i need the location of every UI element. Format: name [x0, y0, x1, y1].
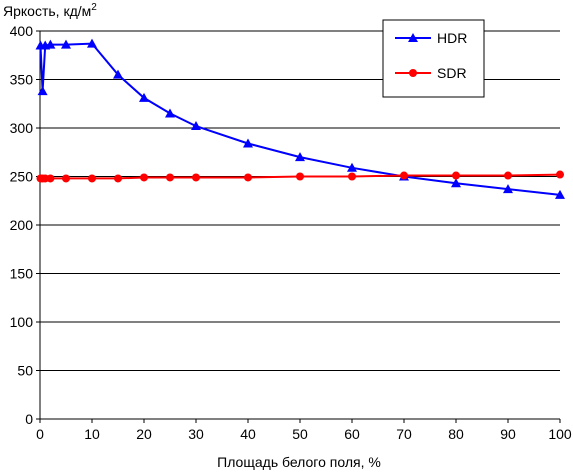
hdr-data-point: [165, 108, 175, 118]
legend-marker-hdr: [408, 33, 418, 42]
hdr-data-point: [555, 189, 565, 199]
hdr-data-point: [87, 38, 97, 48]
x-tick-label: 70: [396, 426, 412, 442]
y-tick-label: 100: [10, 314, 34, 330]
hdr-data-point: [295, 152, 305, 162]
tick-labels: 0 50 100 150 200 250 300 350 400 0 10 20 30 40 50 60 70 8…: [10, 23, 572, 442]
y-tick-label: 400: [10, 23, 34, 39]
x-tick-label: 100: [548, 426, 572, 442]
sdr-data-point: [62, 174, 70, 183]
sdr-data-point: [556, 170, 564, 179]
y-tick-label: 150: [10, 266, 34, 282]
hdr-data-point: [113, 69, 123, 79]
x-axis-title: Площадь белого поля, %: [217, 454, 381, 470]
legend-item-hdr: HDR: [395, 30, 467, 46]
y-tick-label: 50: [17, 363, 33, 379]
sdr-data-point: [192, 173, 200, 182]
y-tick-label: 250: [10, 169, 34, 185]
sdr-data-point: [46, 174, 55, 183]
legend-label-sdr: SDR: [437, 65, 467, 81]
sdr-data-point: [114, 174, 122, 183]
y-axis-title: Яркость, кд/м2: [3, 2, 97, 19]
legend-label-hdr: HDR: [437, 30, 467, 46]
sdr-data-point: [452, 171, 460, 180]
sdr-data-point: [296, 172, 304, 181]
x-tick-label: 0: [36, 426, 44, 442]
hdr-data-point: [347, 162, 357, 172]
x-tick-label: 10: [84, 426, 100, 442]
sdr-data-point: [400, 171, 408, 180]
y-tick-label: 350: [10, 72, 34, 88]
hdr-data-point: [37, 86, 48, 96]
x-tick-label: 80: [448, 426, 464, 442]
sdr-data-point: [348, 172, 356, 181]
hdr-data-point: [61, 39, 71, 49]
y-tick-label: 300: [10, 120, 34, 136]
legend-marker-sdr: [409, 69, 417, 77]
hdr-data-point: [191, 121, 201, 131]
legend-item-sdr: SDR: [395, 65, 467, 81]
legend-box: [382, 19, 485, 98]
x-tick-label: 90: [500, 426, 516, 442]
sdr-data-point: [504, 171, 512, 180]
hdr-data-point: [243, 138, 253, 148]
x-tick-label: 20: [136, 426, 152, 442]
legend: HDR SDR: [382, 19, 485, 98]
hdr-data-point: [503, 184, 513, 194]
series-layer: [35, 38, 565, 199]
x-tick-label: 60: [344, 426, 360, 442]
sdr-data-point: [88, 174, 96, 183]
sdr-data-point: [140, 173, 148, 182]
x-tick-label: 30: [188, 426, 204, 442]
x-tick-label: 50: [292, 426, 308, 442]
y-tick-label: 0: [25, 411, 33, 427]
hdr-data-point: [451, 178, 461, 188]
hdr-data-point: [139, 92, 149, 102]
sdr-data-point: [244, 173, 252, 182]
y-tick-label: 200: [10, 217, 34, 233]
sdr-series: [36, 170, 564, 183]
sdr-data-point: [166, 173, 174, 182]
axes: [36, 30, 561, 423]
hdr-data-point: [45, 39, 56, 49]
x-tick-label: 40: [240, 426, 256, 442]
